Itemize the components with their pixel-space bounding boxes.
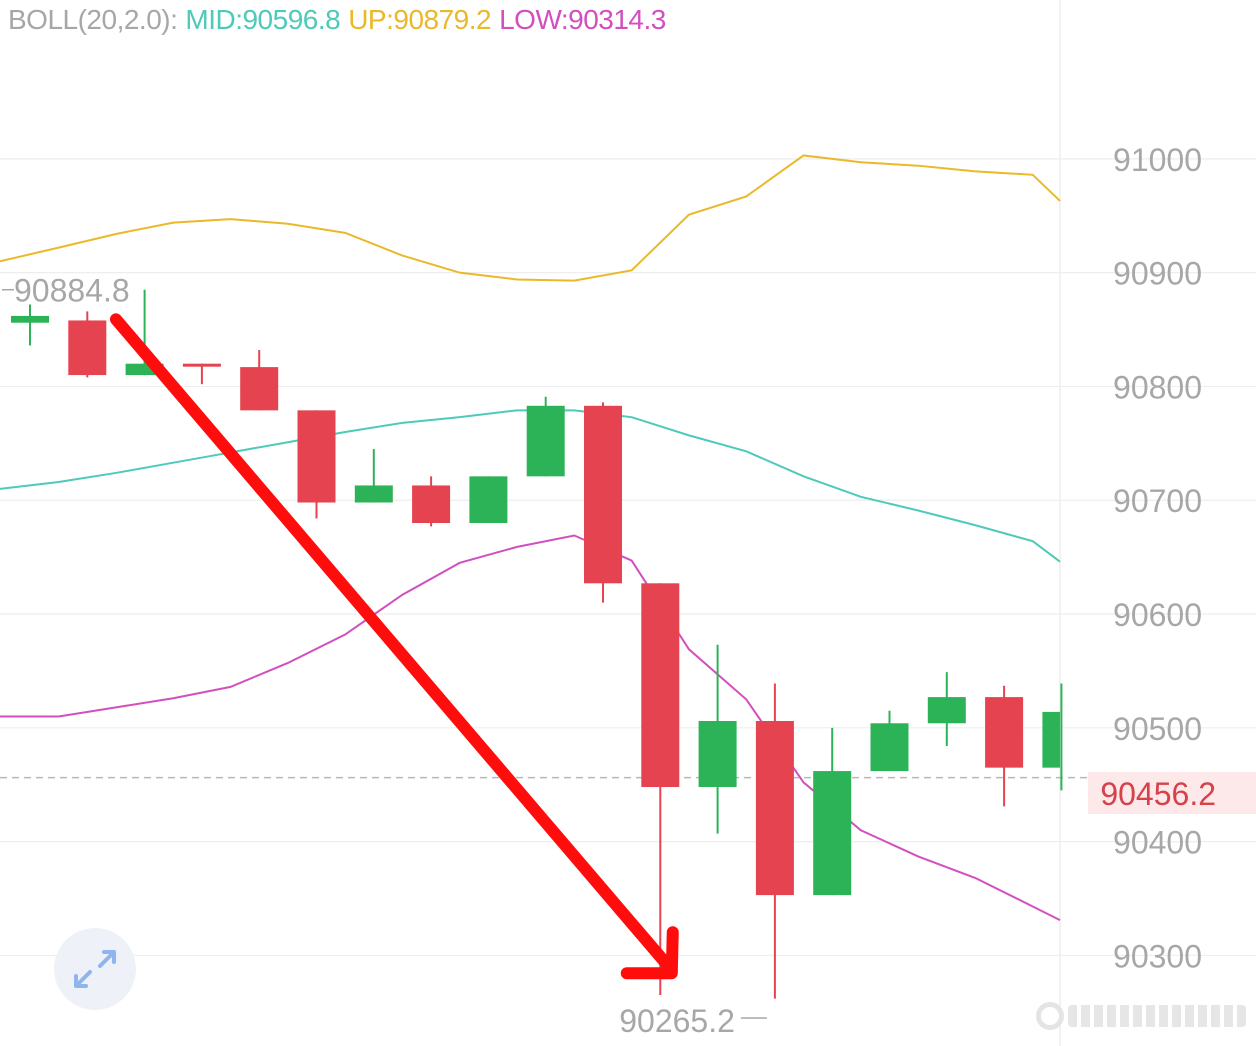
expand-chart-button[interactable]	[54, 928, 136, 1010]
candle-down	[584, 402, 622, 603]
candle-body	[526, 405, 565, 477]
candle-body	[412, 485, 451, 523]
candle-down	[755, 683, 794, 999]
candle-up	[813, 727, 852, 896]
boll-mid-value: MID:90596.8	[185, 4, 341, 35]
current-price-label: 90456.2	[1100, 776, 1216, 812]
y-tick-label: 90500	[1113, 711, 1202, 747]
low-price-label: 90265.2	[619, 1003, 735, 1039]
expand-arrows-icon	[74, 950, 116, 988]
candle-body	[125, 363, 164, 376]
candle-up	[927, 672, 966, 747]
candle-up	[698, 644, 737, 834]
candle-body	[297, 410, 336, 503]
candle-body	[584, 405, 622, 584]
candles	[11, 289, 1063, 999]
candle-down	[68, 311, 107, 378]
extreme-labels: 90884.8 90265.2	[2, 273, 767, 1039]
high-price-label: 90884.8	[14, 273, 130, 309]
candle-body	[813, 771, 852, 896]
candle-down	[412, 476, 451, 527]
candle-body	[68, 320, 107, 376]
y-tick-label: 90700	[1113, 483, 1202, 519]
watermark	[1036, 996, 1246, 1036]
y-tick-label: 90400	[1113, 825, 1202, 861]
candle-up	[469, 476, 508, 523]
arrow-shaft	[109, 313, 678, 977]
candle-body	[870, 723, 909, 772]
candle-body	[11, 315, 49, 323]
y-tick-label: 91000	[1113, 142, 1202, 178]
watermark-text-blur	[1068, 1005, 1246, 1027]
y-axis-ticks: 91000 90900 90800 90700 90600 90500 90400 90300	[1113, 142, 1202, 975]
boll-low-value: LOW:90314.3	[499, 4, 666, 35]
candle-down	[240, 350, 279, 411]
boll-indicator-name: BOLL(20,2.0):	[8, 4, 178, 35]
watermark-logo-icon	[1036, 1002, 1064, 1030]
y-tick-label: 90300	[1113, 938, 1202, 974]
current-price-tag: 90456.2	[1088, 772, 1256, 814]
candle-body	[641, 583, 680, 787]
candle-body	[927, 697, 966, 724]
candle-up	[354, 449, 393, 503]
candle-up	[870, 710, 909, 772]
candle-up	[1042, 683, 1063, 791]
candle-down	[297, 410, 336, 519]
boll-up-value: UP:90879.2	[348, 4, 492, 35]
candle-down	[985, 685, 1024, 807]
candle-body	[354, 485, 393, 503]
boll-upper-line	[0, 154, 1061, 282]
candle-body	[182, 363, 221, 367]
y-tick-label: 90900	[1113, 256, 1202, 292]
candle-body	[698, 721, 737, 787]
y-tick-label: 90800	[1113, 369, 1202, 405]
candle-body	[755, 721, 794, 896]
candle-down	[182, 363, 221, 385]
candle-down	[641, 583, 680, 996]
trend-arrow-annotation	[109, 313, 679, 980]
boll-legend: BOLL(20,2.0): MID:90596.8 UP:90879.2 LOW:90…	[8, 4, 674, 36]
candle-body	[985, 697, 1024, 768]
candle-up	[526, 396, 565, 477]
candle-up	[11, 304, 49, 346]
arrow-head	[620, 926, 679, 980]
boll-lower-line	[0, 534, 1061, 922]
y-tick-label: 90600	[1113, 597, 1202, 633]
candle-body	[469, 476, 508, 523]
candle-body	[240, 367, 279, 411]
candle-body	[1042, 711, 1060, 768]
